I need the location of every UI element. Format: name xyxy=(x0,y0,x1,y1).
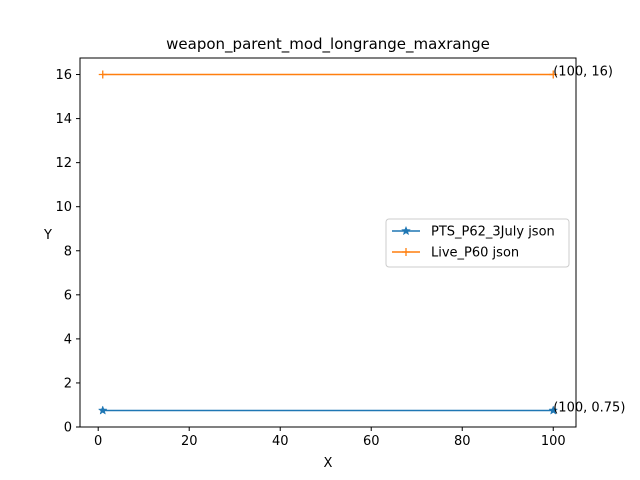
series-layer xyxy=(97,70,559,415)
y-tick-label: 12 xyxy=(55,156,72,171)
y-tick-label: 10 xyxy=(55,200,72,215)
plot-frame-border xyxy=(79,57,577,428)
chart-title: weapon_parent_mod_longrange_maxrange xyxy=(166,35,490,54)
data-label: (100, 0.75) xyxy=(553,400,625,415)
y-tick-label: 4 xyxy=(64,332,72,347)
y-tick-label: 8 xyxy=(64,244,72,259)
legend-marker xyxy=(401,225,411,236)
data-point xyxy=(548,405,559,415)
x-axis-label: X xyxy=(324,456,333,471)
data-label: (100, 16) xyxy=(553,65,613,80)
y-tick-label: 6 xyxy=(64,288,72,303)
y-tick-label: 0 xyxy=(64,421,72,436)
y-tick-label: 2 xyxy=(64,376,72,391)
legend-box xyxy=(385,218,570,268)
x-tick-label: 20 xyxy=(181,434,198,449)
data-point xyxy=(98,70,107,79)
y-tick-label: 16 xyxy=(55,68,72,83)
x-tick-label: 60 xyxy=(363,434,380,449)
legend-marker xyxy=(402,248,410,256)
annotations: (100, 16) (100, 0.75) xyxy=(553,65,625,416)
data-point xyxy=(97,405,108,415)
x-tick-label: 80 xyxy=(454,434,471,449)
y-tick-label: 14 xyxy=(55,112,72,127)
legend-label: Live_P60 json xyxy=(431,246,519,261)
x-tick-label: 40 xyxy=(272,434,289,449)
axis-ticks: 0 20 40 60 80 100 0 2 4 6 8 10 12 14 16 xyxy=(55,68,565,449)
y-axis-label: Y xyxy=(43,228,52,243)
x-tick-label: 100 xyxy=(541,434,566,449)
legend-label: PTS_P62_3July json xyxy=(431,225,555,240)
data-point xyxy=(549,70,558,79)
x-tick-label: 0 xyxy=(94,434,102,449)
legend: PTS_P62_3July json Live_P60 json xyxy=(385,218,570,268)
